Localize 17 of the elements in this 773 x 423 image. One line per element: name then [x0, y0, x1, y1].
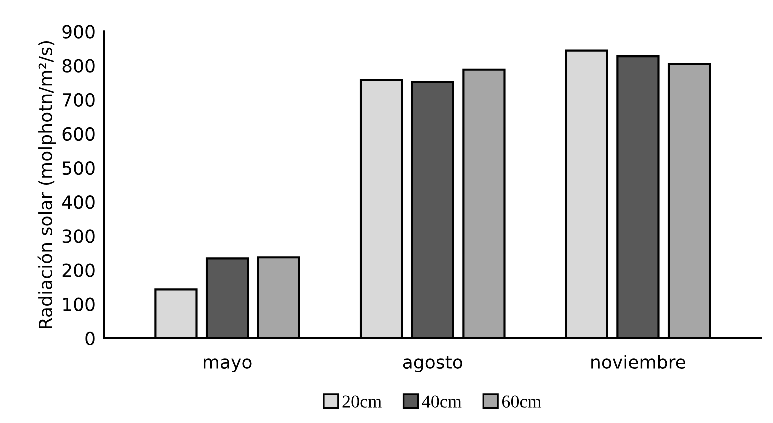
y-tick-label: 800: [62, 59, 95, 73]
y-tick-label: 700: [63, 93, 95, 107]
y-tick-label: 500: [62, 161, 95, 176]
y-tick-label: 200: [62, 264, 95, 278]
y-tick-label: 300: [62, 230, 95, 244]
y-tick-label: 400: [62, 196, 95, 210]
x-tick-label: agosto: [403, 356, 462, 373]
legend-label: 20cm: [342, 396, 382, 408]
x-tick-label: mayo: [204, 358, 252, 373]
legend-label: 60cm: [502, 396, 542, 408]
y-tick-label: 600: [62, 127, 95, 142]
y-tick-label: 0: [86, 332, 95, 346]
y-tick-label: 100: [64, 298, 95, 312]
legend-label: 40cm: [422, 396, 462, 408]
x-tick-label: noviembre: [592, 355, 686, 370]
y-axis-title: Radiación solar (molphotn/m²/s): [38, 42, 56, 328]
y-tick-label: 900: [62, 25, 95, 39]
